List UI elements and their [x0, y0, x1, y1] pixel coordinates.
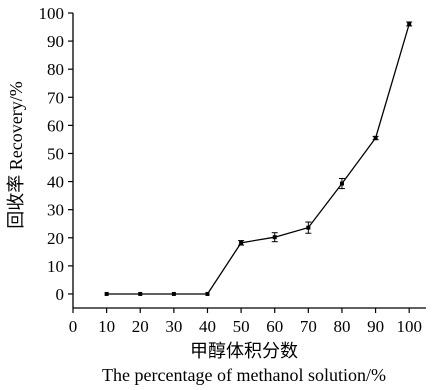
x-axis-title-cn: 甲醇体积分数 — [190, 341, 298, 361]
y-tick-label: 80 — [47, 60, 64, 79]
y-tick-label: 30 — [47, 201, 64, 220]
y-tick-label: 20 — [47, 229, 64, 248]
y-tick-label: 90 — [47, 32, 64, 51]
x-tick-label: 80 — [333, 317, 350, 336]
x-tick-label: 30 — [165, 317, 182, 336]
x-tick-label: 20 — [132, 317, 149, 336]
y-axis-title: 回收率 Recovery/% — [6, 81, 26, 228]
y-tick-label: 40 — [47, 173, 64, 192]
x-tick-label: 50 — [233, 317, 250, 336]
y-tick-label: 10 — [47, 257, 64, 276]
x-tick-label: 0 — [69, 317, 78, 336]
data-point — [306, 225, 311, 230]
data-point — [104, 291, 109, 296]
x-axis-title-en: The percentage of methanol solution/% — [102, 365, 386, 385]
x-tick-label: 90 — [367, 317, 384, 336]
data-point — [171, 291, 176, 296]
y-tick-label: 70 — [47, 88, 64, 107]
y-tick-label: 100 — [39, 4, 65, 23]
x-tick-label: 10 — [98, 317, 115, 336]
data-point — [339, 181, 344, 186]
x-tick-label: 70 — [300, 317, 317, 336]
data-point — [373, 136, 378, 141]
y-tick-label: 60 — [47, 116, 64, 135]
x-tick-label: 60 — [266, 317, 283, 336]
y-tick-label: 50 — [47, 144, 64, 163]
data-point — [239, 240, 244, 245]
series-line — [106, 23, 410, 295]
data-point — [138, 291, 143, 296]
x-tick-label: 100 — [396, 317, 422, 336]
data-point — [407, 21, 412, 26]
data-point — [205, 291, 210, 296]
x-tick-label: 40 — [199, 317, 216, 336]
plot-area: 0 10 20 30 40 50 60 70 80 90 100 0 10 20 30 40 50 60 70 80 9… — [39, 4, 426, 336]
y-tick-label: 0 — [56, 285, 65, 304]
data-point — [272, 235, 277, 240]
